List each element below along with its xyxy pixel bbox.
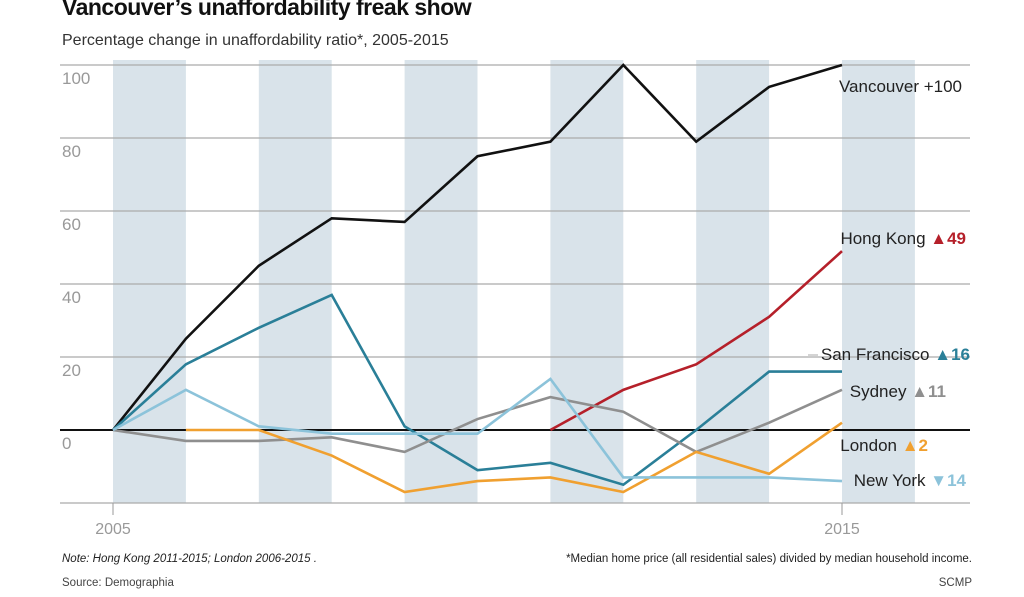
series-value: ▼14 — [930, 471, 966, 490]
y-tick-label: 20 — [62, 361, 81, 380]
source: Source: Demographia — [62, 577, 174, 589]
series-name: London — [840, 436, 901, 455]
series-name: Hong Kong — [840, 229, 930, 248]
series-name: Sydney — [850, 382, 911, 401]
chart-subtitle: Percentage change in unaffordability rat… — [62, 32, 449, 49]
series-value: ▲49 — [930, 229, 966, 248]
series-name: San Francisco — [821, 345, 934, 364]
chart-title: Vancouver’s unaffordability freak show — [62, 0, 472, 20]
y-tick-label: 0 — [62, 434, 71, 453]
series-value: ▲16 — [934, 345, 970, 364]
series-label: Hong Kong ▲49 — [840, 229, 966, 248]
series-label: Sydney ▲11 — [850, 382, 946, 401]
series-line-london — [185, 421, 843, 494]
y-tick-label: 60 — [62, 215, 81, 234]
x-tick-label: 2015 — [824, 521, 860, 538]
footnote-left: Note: Hong Kong 2011-2015; London 2006-2… — [62, 553, 317, 565]
series-value: +100 — [924, 77, 962, 96]
year-band — [550, 60, 624, 503]
series-line-san-francisco — [112, 293, 842, 487]
series-value: ▲11 — [911, 382, 946, 401]
series-label: New York ▼14 — [854, 471, 967, 490]
y-tick-label: 40 — [62, 288, 81, 307]
series-name: Vancouver — [839, 77, 924, 96]
series-name: New York — [854, 471, 931, 490]
series-label: London ▲2 — [840, 436, 928, 455]
series-line-vancouver — [111, 63, 843, 431]
footnote-right: *Median home price (all residential sale… — [566, 553, 972, 565]
series-label: San Francisco ▲16 — [821, 345, 970, 364]
series-value: ▲2 — [902, 436, 928, 455]
y-tick-label: 100 — [62, 69, 90, 88]
credit: SCMP — [938, 577, 972, 589]
y-tick-label: 80 — [62, 142, 81, 161]
series-line-hong-kong — [549, 250, 843, 432]
series-line-new-york — [112, 377, 843, 483]
series-line-sydney — [112, 388, 843, 454]
x-tick-label: 2005 — [95, 521, 131, 538]
series-label: Vancouver +100 — [839, 77, 962, 96]
